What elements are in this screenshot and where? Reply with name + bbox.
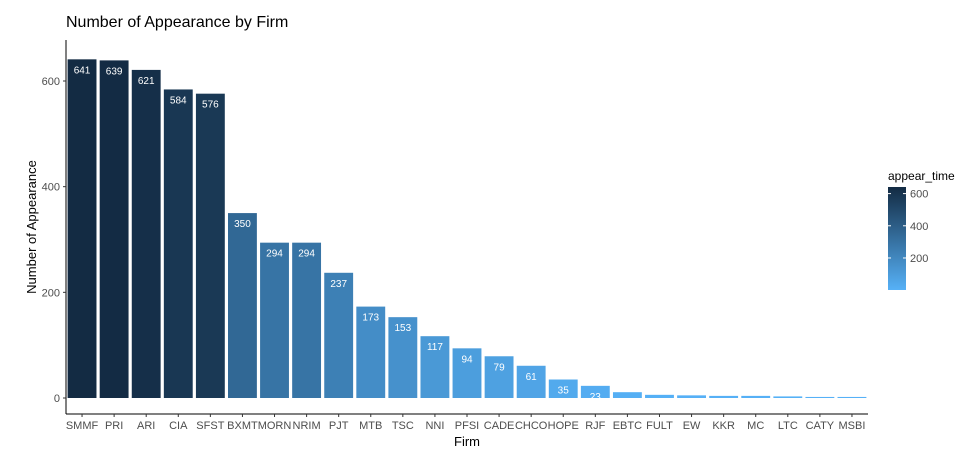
bar-cia bbox=[163, 89, 193, 398]
x-tick-label-kkr: KKR bbox=[712, 420, 735, 432]
legend-title: appear_time bbox=[888, 169, 955, 183]
bar-label-nrim: 294 bbox=[298, 249, 315, 260]
legend: appear_time 200 400 600 bbox=[888, 169, 955, 290]
bar-label-smmf: 641 bbox=[74, 65, 91, 76]
bar-label-nni: 117 bbox=[427, 342, 443, 353]
bar-label-chco: 61 bbox=[526, 372, 538, 383]
x-tick-label-cia: CIA bbox=[169, 420, 188, 432]
bar-pri bbox=[99, 60, 129, 399]
x-tick-label-cade: CADE bbox=[484, 420, 515, 432]
bar-morn bbox=[260, 242, 289, 398]
y-tick-label: 0 bbox=[54, 393, 60, 405]
bar-smmf bbox=[67, 59, 97, 399]
x-tick-label-hope: HOPE bbox=[548, 420, 579, 432]
bar-mtb bbox=[356, 306, 386, 398]
bar-label-pfsi: 94 bbox=[461, 354, 473, 365]
bar-label-cade: 79 bbox=[494, 362, 506, 373]
bar-label-ari: 621 bbox=[138, 76, 155, 87]
bar-msbi bbox=[837, 396, 867, 398]
legend-colorbar bbox=[888, 187, 906, 290]
bar-labels-group: 641 639 621 584 576 350 294 294 237 173 153 117 94 79… bbox=[74, 65, 602, 403]
bar-ltc bbox=[773, 396, 803, 398]
x-axis-ticks: SMMF PRI ARI CIA SFST BXMT MORN NRIM PJT MTB TSC NN… bbox=[66, 414, 866, 432]
bar-sfst bbox=[195, 93, 225, 399]
y-tick-label: 600 bbox=[42, 76, 60, 88]
x-tick-label-fult: FULT bbox=[646, 420, 673, 432]
x-tick-label-mc: MC bbox=[747, 420, 764, 432]
bar-ew bbox=[677, 395, 706, 398]
x-tick-label-pfsi: PFSI bbox=[455, 420, 479, 432]
x-tick-label-pjt: PJT bbox=[329, 420, 349, 432]
bar-hope bbox=[548, 379, 578, 398]
bar-ari bbox=[131, 69, 161, 398]
bar-nni bbox=[420, 336, 450, 398]
bar-kkr bbox=[709, 395, 739, 398]
bar-label-sfst: 576 bbox=[202, 100, 219, 111]
x-tick-label-pri: PRI bbox=[105, 420, 123, 432]
bar-caty bbox=[805, 396, 835, 398]
bar-pjt bbox=[324, 272, 354, 398]
x-tick-label-ltc: LTC bbox=[778, 420, 798, 432]
x-tick-label-ebtc: EBTC bbox=[613, 420, 642, 432]
bar-mc bbox=[741, 395, 771, 398]
y-axis-title: Number of Appearance bbox=[24, 160, 39, 294]
bar-pfsi bbox=[452, 348, 482, 398]
x-tick-label-nrim: NRIM bbox=[293, 420, 321, 432]
bar-chco bbox=[516, 365, 546, 398]
bar-label-pri: 639 bbox=[106, 66, 123, 77]
x-tick-label-ew: EW bbox=[683, 420, 701, 432]
x-tick-label-rjf: RJF bbox=[585, 420, 605, 432]
x-tick-label-morn: MORN bbox=[258, 420, 292, 432]
bar-fult bbox=[645, 394, 674, 398]
legend-tick-label: 200 bbox=[910, 253, 928, 265]
x-axis-title: Firm bbox=[454, 434, 480, 449]
bars-group bbox=[67, 59, 867, 399]
bar-nrim bbox=[292, 242, 322, 398]
x-tick-label-nni: NNI bbox=[425, 420, 444, 432]
bar-label-hope: 35 bbox=[558, 386, 570, 397]
x-tick-label-caty: CATY bbox=[806, 420, 835, 432]
legend-tick-label: 600 bbox=[910, 189, 928, 201]
y-tick-label: 200 bbox=[42, 287, 60, 299]
legend-ticks: 200 400 600 bbox=[888, 189, 928, 265]
x-tick-label-mtb: MTB bbox=[359, 420, 382, 432]
bar-label-bxmt: 350 bbox=[234, 219, 251, 230]
bar-rjf bbox=[580, 385, 610, 398]
bar-label-pjt: 237 bbox=[330, 279, 347, 290]
bar-label-tsc: 153 bbox=[394, 323, 411, 334]
x-tick-label-bxmt: BXMT bbox=[227, 420, 258, 432]
bar-label-cia: 584 bbox=[170, 95, 187, 106]
x-tick-label-smmf: SMMF bbox=[66, 420, 99, 432]
bar-bxmt bbox=[228, 213, 257, 398]
x-tick-label-sfst: SFST bbox=[196, 420, 224, 432]
bar-tsc bbox=[388, 317, 418, 398]
x-tick-label-ari: ARI bbox=[137, 420, 155, 432]
bar-cade bbox=[484, 356, 514, 398]
legend-tick-label: 400 bbox=[910, 221, 928, 233]
bar-label-mtb: 173 bbox=[362, 313, 379, 324]
bar-label-morn: 294 bbox=[266, 249, 283, 260]
x-tick-label-msbi: MSBI bbox=[839, 420, 866, 432]
bar-label-rjf: 23 bbox=[590, 392, 602, 403]
chart-title: Number of Appearance by Firm bbox=[66, 14, 289, 31]
y-tick-label: 400 bbox=[42, 182, 60, 194]
x-tick-label-chco: CHCO bbox=[515, 420, 548, 432]
bar-ebtc bbox=[612, 392, 642, 398]
y-axis-ticks: 0 200 400 600 bbox=[42, 76, 66, 405]
x-tick-label-tsc: TSC bbox=[392, 420, 414, 432]
